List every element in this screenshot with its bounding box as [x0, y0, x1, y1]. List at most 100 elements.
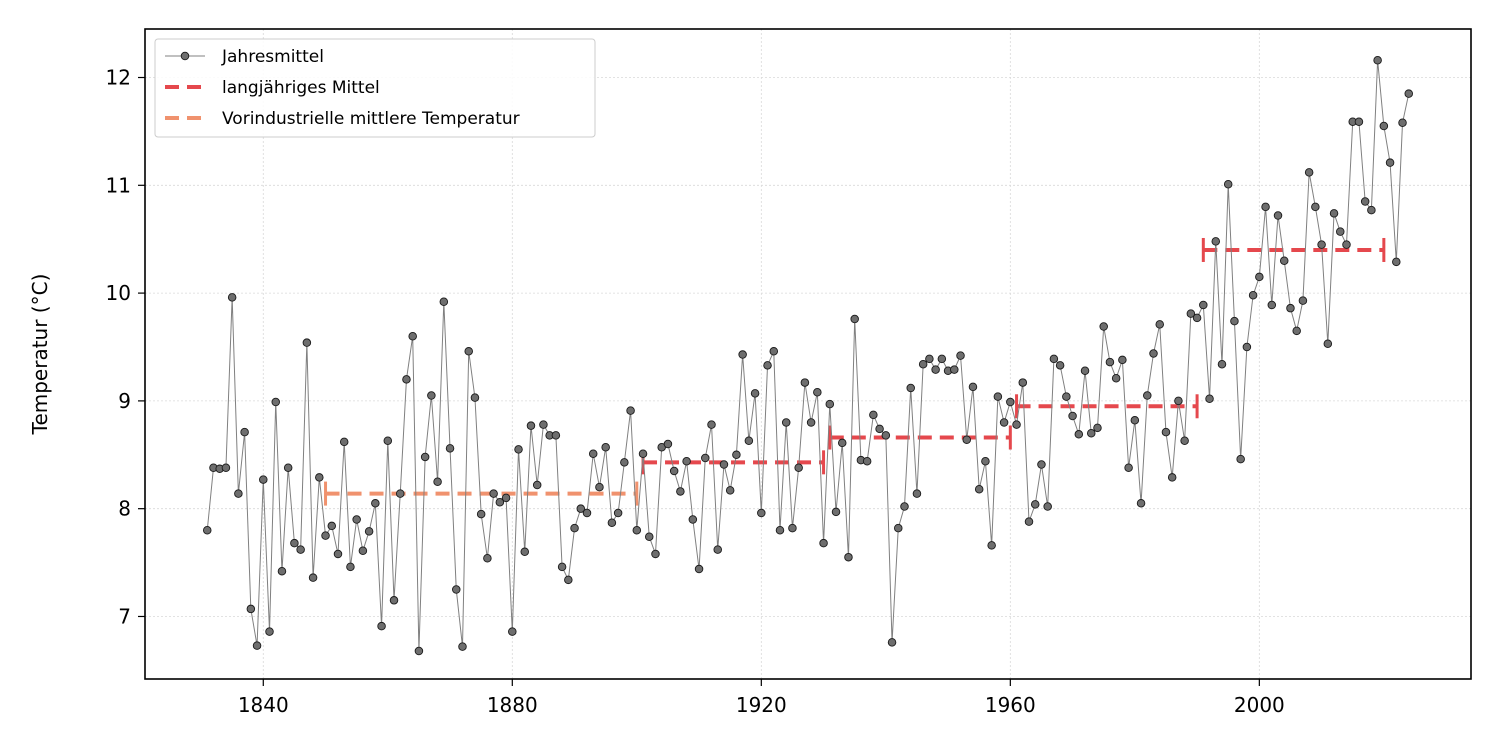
- annual-mean-point: [321, 531, 330, 540]
- legend: Jahresmittel langjähriges Mittel Vorindust…: [154, 38, 596, 138]
- annual-mean-point: [1124, 463, 1133, 472]
- annual-mean-point: [781, 418, 791, 427]
- annual-mean-point: [1329, 209, 1339, 218]
- annual-mean-point: [1211, 237, 1221, 246]
- annual-mean-point: [1049, 354, 1059, 364]
- annual-mean-point: [1167, 473, 1177, 482]
- annual-mean-point: [271, 397, 280, 407]
- annual-mean-point: [252, 641, 262, 650]
- annual-mean-point: [831, 507, 841, 517]
- annual-mean-point: [1143, 391, 1152, 400]
- annual-mean-point: [1392, 257, 1401, 267]
- y-tick-label: 8: [118, 497, 131, 521]
- annual-mean-point: [1174, 396, 1183, 406]
- annual-mean-point: [1130, 416, 1140, 425]
- axes: 1840 1880 1920 1960 2000 7 8 9 10 11 12: [106, 66, 1285, 717]
- annual-mean-point: [850, 314, 859, 324]
- annual-mean-point: [775, 525, 785, 535]
- annual-mean-point: [265, 627, 274, 636]
- annual-mean-point: [744, 436, 754, 446]
- annual-mean-point: [1267, 300, 1277, 310]
- annual-mean-point: [339, 437, 349, 447]
- y-tick-label: 12: [106, 66, 131, 90]
- annual-mean-point: [607, 518, 617, 527]
- annual-mean-point: [763, 361, 772, 370]
- annual-mean-point: [1336, 227, 1345, 236]
- annual-mean-point: [439, 297, 449, 306]
- annual-mean-point: [993, 392, 1003, 401]
- annual-mean-point: [1155, 320, 1164, 329]
- annual-mean-point: [688, 515, 698, 524]
- annual-mean-point: [464, 347, 473, 356]
- annual-mean-line: [206, 60, 1410, 651]
- annual-mean-point: [582, 508, 592, 518]
- annual-mean-point: [968, 382, 978, 392]
- annual-mean-point: [452, 585, 461, 594]
- annual-mean-point: [669, 466, 679, 476]
- annual-mean-point: [296, 545, 305, 554]
- annual-mean-point: [234, 489, 243, 498]
- annual-mean-point: [1236, 454, 1245, 464]
- annual-mean-point: [1105, 357, 1115, 367]
- annual-mean-point: [1080, 366, 1090, 375]
- annual-mean-point: [844, 552, 853, 562]
- annual-mean-point: [1205, 394, 1214, 403]
- annual-mean-point: [526, 421, 536, 430]
- annual-mean-point: [663, 439, 673, 449]
- annual-mean-point: [1354, 117, 1364, 126]
- annual-mean-point: [1024, 517, 1034, 526]
- annual-mean-point: [564, 575, 573, 585]
- annual-mean-point: [1111, 374, 1121, 383]
- annual-mean-point: [906, 383, 915, 393]
- annual-mean-point: [1093, 423, 1102, 433]
- annual-mean-point: [1286, 303, 1295, 313]
- annual-mean-point: [1180, 436, 1189, 446]
- annual-mean-point: [1161, 427, 1171, 437]
- annual-mean-point: [732, 450, 741, 460]
- annual-mean-point: [433, 477, 442, 486]
- annual-mean-point: [601, 442, 610, 452]
- annual-mean-point: [1068, 411, 1077, 421]
- annual-mean-point: [495, 497, 505, 507]
- annual-mean-point: [1230, 316, 1239, 326]
- annual-mean-point: [1192, 313, 1202, 323]
- x-tick-label: 1920: [736, 693, 787, 717]
- y-tick-label: 10: [106, 281, 131, 305]
- x-tick-label: 1960: [985, 693, 1036, 717]
- annual-mean-point: [651, 549, 660, 559]
- annual-mean-point: [476, 509, 486, 519]
- annual-mean-point: [277, 566, 287, 576]
- annual-mean-point: [638, 449, 648, 458]
- annual-mean-point: [626, 406, 635, 415]
- annual-mean-point: [1012, 420, 1021, 429]
- legend-box: [154, 38, 596, 138]
- annual-mean-point: [1018, 378, 1028, 387]
- x-tick-label: 2000: [1234, 693, 1285, 717]
- x-tick-label: 1840: [238, 693, 289, 717]
- annual-mean-point: [757, 508, 766, 518]
- y-axis-label: Temperatur (°C): [28, 274, 52, 436]
- annual-mean-point: [408, 331, 417, 341]
- annual-mean-point: [221, 463, 231, 472]
- annual-mean-point: [315, 473, 324, 482]
- annual-mean-point: [227, 293, 237, 302]
- annual-mean-point: [1255, 272, 1264, 282]
- annual-mean-point: [788, 523, 797, 533]
- annual-mean-point: [520, 547, 529, 557]
- annual-mean-point: [1379, 121, 1389, 131]
- annual-mean-point: [240, 427, 249, 437]
- annual-mean-point: [501, 493, 511, 503]
- annual-mean-point: [887, 638, 897, 647]
- annual-mean-point: [962, 435, 971, 444]
- annual-mean-point: [881, 431, 891, 440]
- annual-mean-point: [1062, 392, 1071, 401]
- annual-mean-point: [532, 480, 542, 490]
- annual-mean-point: [302, 338, 312, 347]
- annual-mean-point: [246, 604, 256, 614]
- annual-mean-point: [813, 388, 822, 397]
- annual-mean-point: [1367, 205, 1376, 215]
- annual-mean-point: [750, 389, 760, 398]
- annual-mean-point: [987, 541, 996, 550]
- annual-mean-point: [806, 418, 816, 427]
